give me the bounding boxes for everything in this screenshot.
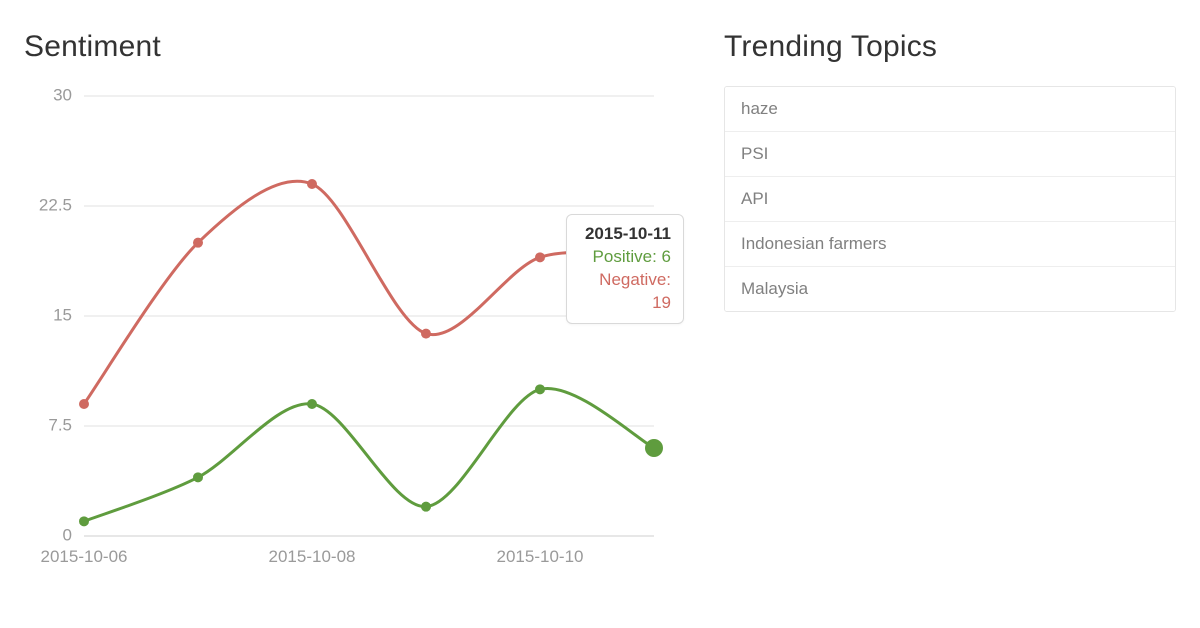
- trending-title: Trending Topics: [724, 30, 1176, 64]
- tooltip-negative: Negative: 19: [579, 269, 671, 315]
- svg-text:30: 30: [53, 86, 72, 104]
- series-point-negative[interactable]: [193, 238, 203, 248]
- sentiment-chart: 0 7.5 15 22.5 30 2015-10-06 2015-10-08 2015-10-…: [24, 86, 684, 586]
- series-line-positive: [84, 388, 654, 521]
- sentiment-panel: Sentiment 0 7.5 15 22.5 30 2015-10-06 2015-10-…: [24, 30, 684, 628]
- tooltip-date: 2015-10-11: [579, 223, 671, 246]
- trending-topics-list: hazePSIAPIIndonesian farmersMalaysia: [724, 86, 1176, 312]
- trending-topic-item[interactable]: API: [725, 177, 1175, 222]
- trending-topic-item[interactable]: haze: [725, 87, 1175, 132]
- sentiment-title: Sentiment: [24, 30, 684, 64]
- svg-text:2015-10-06: 2015-10-06: [41, 547, 128, 566]
- sentiment-chart-svg: 0 7.5 15 22.5 30 2015-10-06 2015-10-08 2015-10-…: [24, 86, 684, 586]
- series-point-positive[interactable]: [79, 516, 89, 526]
- svg-text:2015-10-10: 2015-10-10: [497, 547, 584, 566]
- series-point-negative[interactable]: [535, 252, 545, 262]
- tooltip-positive: Positive: 6: [579, 246, 671, 269]
- trending-topic-item[interactable]: Malaysia: [725, 267, 1175, 311]
- chart-tooltip: 2015-10-11 Positive: 6 Negative: 19: [566, 214, 684, 324]
- svg-text:15: 15: [53, 305, 72, 324]
- series-point-positive[interactable]: [421, 502, 431, 512]
- series-point-positive[interactable]: [535, 384, 545, 394]
- series-point-negative[interactable]: [79, 399, 89, 409]
- series-point-positive[interactable]: [645, 439, 663, 457]
- trending-panel: Trending Topics hazePSIAPIIndonesian far…: [724, 30, 1176, 628]
- series-point-negative[interactable]: [307, 179, 317, 189]
- trending-topic-item[interactable]: Indonesian farmers: [725, 222, 1175, 267]
- series-point-positive[interactable]: [193, 472, 203, 482]
- trending-topic-item[interactable]: PSI: [725, 132, 1175, 177]
- svg-text:0: 0: [63, 525, 72, 544]
- series-point-negative[interactable]: [421, 329, 431, 339]
- svg-text:7.5: 7.5: [48, 415, 72, 434]
- series-point-positive[interactable]: [307, 399, 317, 409]
- svg-text:22.5: 22.5: [39, 195, 72, 214]
- svg-text:2015-10-08: 2015-10-08: [269, 547, 356, 566]
